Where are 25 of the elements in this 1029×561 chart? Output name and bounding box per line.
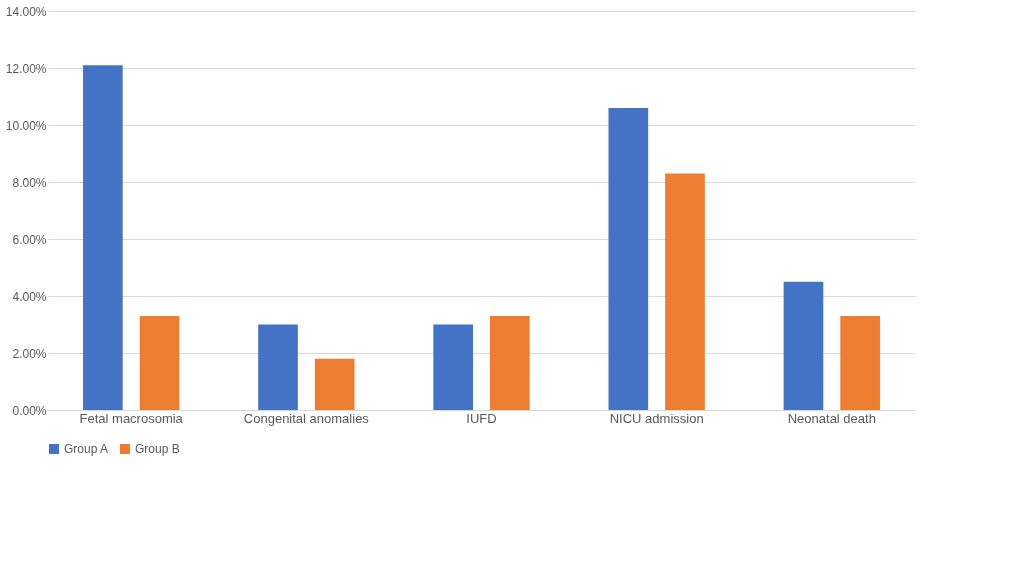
y-tick-label: 2.00% <box>12 346 47 361</box>
y-tick-label: 6.00% <box>12 232 47 247</box>
y-tick-label: 8.00% <box>12 175 47 190</box>
bar <box>83 65 123 410</box>
x-tick-label: Neonatal death <box>787 410 876 426</box>
y-tick-label: 12.00% <box>5 61 47 76</box>
bar <box>665 173 705 410</box>
y-tick-label: 10.00% <box>5 118 47 133</box>
x-tick-label: Fetal macrosomia <box>79 410 184 426</box>
y-tick-label: 0.00% <box>12 403 47 418</box>
y-tick-label: 14.00% <box>5 4 47 19</box>
bar <box>840 315 880 410</box>
bar <box>139 315 180 410</box>
x-tick-label: NICU admission <box>609 410 704 426</box>
bar <box>433 324 473 410</box>
x-tick-label: IUFD <box>466 410 497 426</box>
x-tick-label: Congenital anomalies <box>243 410 370 426</box>
bar <box>608 107 649 410</box>
bar <box>314 358 355 410</box>
legend-label: Group B <box>135 442 180 456</box>
legend-label: Group A <box>64 442 109 456</box>
bar <box>490 315 530 410</box>
bar <box>258 324 298 410</box>
y-tick-label: 4.00% <box>12 289 47 304</box>
bar <box>783 281 824 410</box>
